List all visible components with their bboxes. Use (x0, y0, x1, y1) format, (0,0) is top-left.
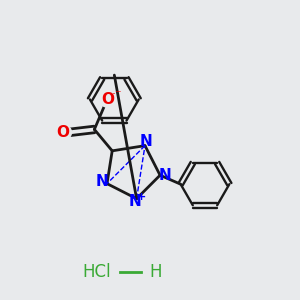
Text: O: O (57, 125, 70, 140)
Text: ·⁻: ·⁻ (111, 88, 122, 101)
Text: N: N (128, 194, 141, 209)
Text: +: + (137, 192, 146, 202)
Circle shape (100, 94, 114, 107)
Text: O: O (101, 92, 114, 107)
Text: H: H (150, 263, 162, 281)
Text: N: N (140, 134, 152, 149)
Text: N: N (159, 168, 172, 183)
Text: HCl: HCl (82, 263, 111, 281)
Circle shape (58, 126, 71, 139)
Text: N: N (96, 174, 109, 189)
